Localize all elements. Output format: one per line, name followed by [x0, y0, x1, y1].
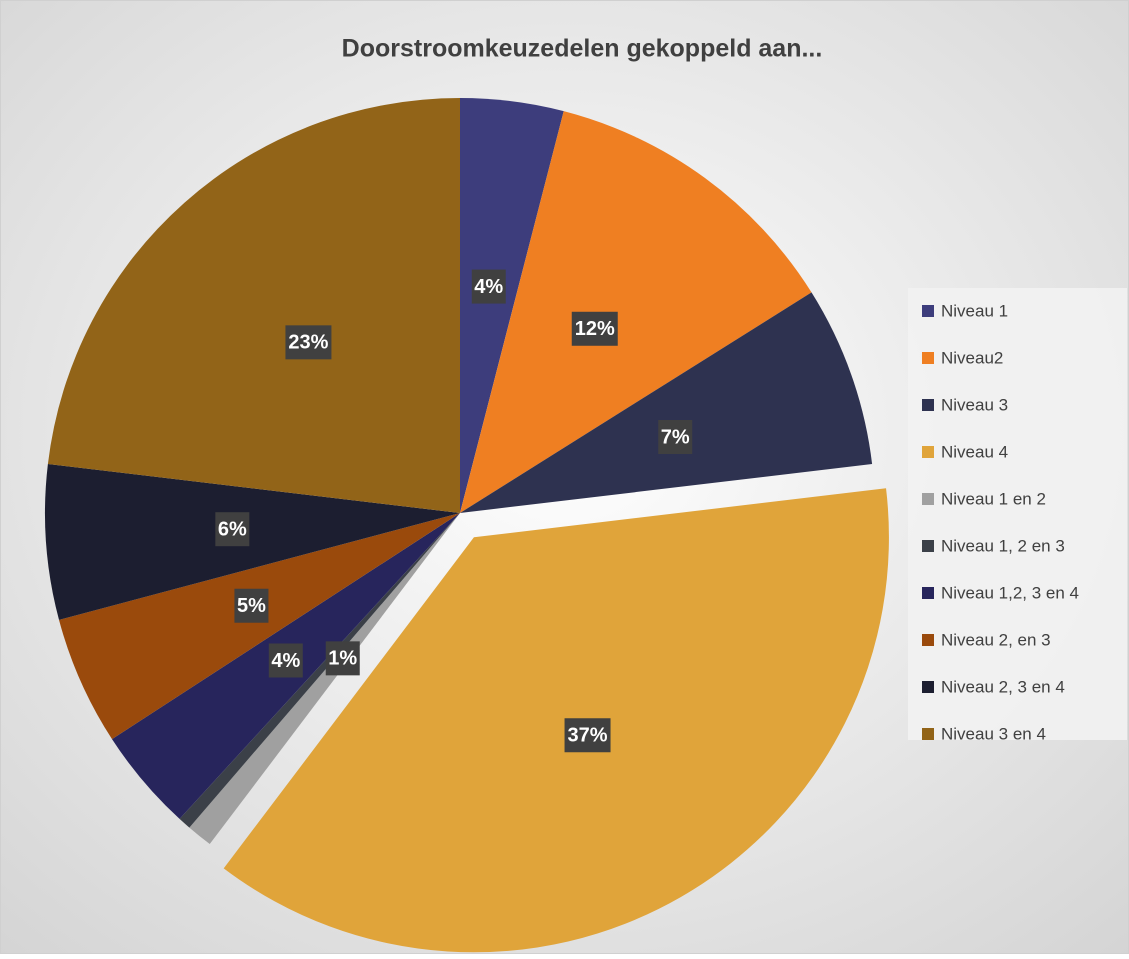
legend-swatch [922, 305, 934, 317]
chart-title: Doorstroomkeuzedelen gekoppeld aan... [342, 35, 823, 63]
legend-label: Niveau 3 en 4 [941, 724, 1046, 743]
legend-swatch [922, 634, 934, 646]
data-label-box [325, 641, 360, 676]
pie-slice [460, 111, 812, 514]
pie-slice [460, 98, 564, 513]
legend-label: Niveau 1 en 2 [941, 489, 1046, 508]
legend-label: Niveau 1,2, 3 en 4 [941, 583, 1079, 602]
legend-swatch [922, 681, 934, 693]
data-label: 4% [271, 650, 300, 672]
legend-swatch [922, 493, 934, 505]
pie-slice [223, 488, 889, 953]
pie-slice [47, 97, 460, 514]
data-label-box [571, 311, 618, 346]
pie-slice [58, 513, 461, 740]
legend-swatch [922, 352, 934, 364]
data-label: 5% [237, 595, 266, 617]
pie-slice [460, 292, 873, 513]
legend-swatch [922, 540, 934, 552]
legend-label: Niveau2 [941, 348, 1003, 367]
legend-label: Niveau 2, 3 en 4 [941, 677, 1065, 696]
data-label: 4% [474, 276, 503, 298]
data-label: 6% [218, 518, 247, 540]
legend: Niveau 1 Niveau2 Niveau 3 Niveau 4 Niveau 1 … [922, 301, 1079, 743]
pie-slice [189, 513, 460, 845]
data-label-box [564, 718, 611, 753]
data-label-box [215, 512, 250, 547]
legend-label: Niveau 1, 2 en 3 [941, 536, 1065, 555]
legend-swatch [922, 399, 934, 411]
data-label-box [234, 588, 269, 623]
data-label-box [471, 269, 506, 304]
legend-swatch [922, 587, 934, 599]
data-label-box [658, 420, 693, 455]
legend-label: Niveau 2, en 3 [941, 630, 1051, 649]
data-label: 12% [575, 318, 615, 340]
data-label: 7% [661, 426, 690, 448]
data-label-box [268, 643, 303, 678]
data-labels: 4% 12% 7% 37% 1% 4% 5% 6% 23% [215, 269, 693, 753]
legend-box [908, 288, 1127, 740]
data-label-box [285, 325, 332, 360]
data-label: 23% [288, 332, 328, 354]
legend-label: Niveau 4 [941, 442, 1008, 461]
pie-slice [45, 463, 460, 620]
data-label: 1% [328, 648, 357, 670]
pie-slice [179, 513, 460, 828]
pie [45, 97, 889, 953]
legend-label: Niveau 1 [941, 301, 1008, 320]
legend-swatch [922, 728, 934, 740]
legend-swatch [922, 446, 934, 458]
data-label: 37% [568, 725, 608, 747]
legend-label: Niveau 3 [941, 395, 1008, 414]
